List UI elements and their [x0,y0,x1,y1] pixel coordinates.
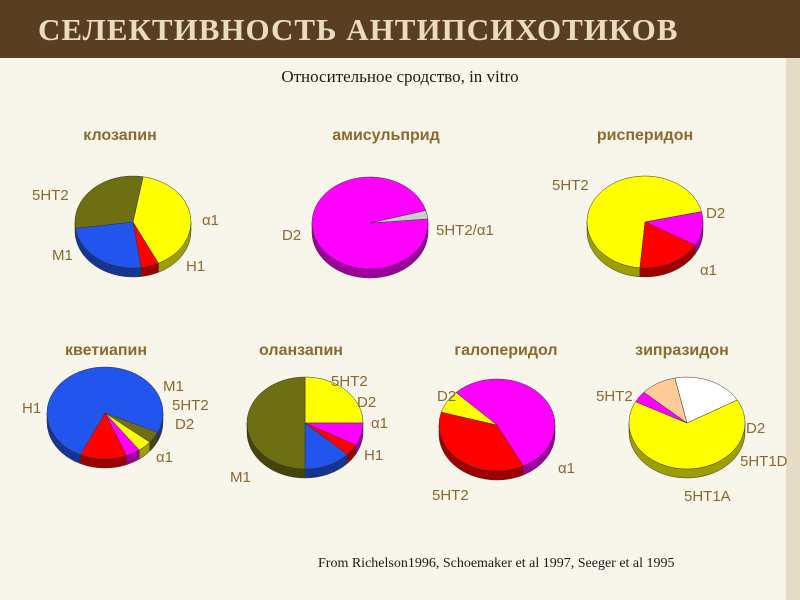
pie-title: оланзапин [259,342,343,359]
pie-chart: оланзапин 5HT2 D2 α1 H1 M1 [230,342,388,486]
pie-slice-5ht2 [440,392,498,426]
pie-chart: амисульприд D2 5HT2/α1 [282,127,494,279]
pie-label-h1: H1 [364,447,383,464]
pie-slice-5ht2 [304,376,364,424]
pie-label-5ht1a: 5HT1A [684,488,731,505]
pie-label-h1: H1 [186,258,205,275]
pie-label-5ht2: 5HT2 [552,177,589,194]
pie-label-5ht2: 5HT2 [172,397,209,414]
pie-title: клозапин [83,127,157,144]
pie-slice-d2 [455,378,556,467]
pie-label-h1: H1 [22,400,41,417]
pie-title: рисперидон [597,127,693,144]
pie-label-alpha1: α1 [558,460,575,477]
pie-label-d2: D2 [706,205,725,222]
pie-label-m1: M1 [230,469,251,486]
pie-label-5ht2: 5HT2 [432,487,469,504]
pie-slice-5ht2-alpha1 [369,210,429,224]
pie-slice-m1 [74,175,144,229]
pie-slice-5ht1a [674,376,738,424]
page-title: СЕЛЕКТИВНОСТЬ АНТИПСИХОТИКОВ [38,12,679,47]
pie-slice-alpha1 [438,411,524,472]
pie-slice-5ht2 [586,175,702,269]
title-bar: СЕЛЕКТИВНОСТЬ АНТИПСИХОТИКОВ [0,0,800,58]
pie-slice-5ht2 [628,399,746,470]
pie-slice-m1 [246,376,306,470]
pie-label-d2: D2 [746,420,765,437]
pie-chart: клозапин 5HT2 α1 H1 M1 [32,127,219,278]
pie-slice-5ht2 [132,176,192,264]
pie-label-alpha1: α1 [371,415,388,432]
pie-slice-alpha1 [80,412,127,460]
pie-label-m1: M1 [163,378,184,395]
pie-label-d2: D2 [175,416,194,433]
pie-slice-alpha1 [639,221,696,269]
pie-chart: рисперидон 5HT2 D2 α1 [552,127,725,279]
subtitle: Относительное сродство, in vitro [281,67,519,86]
pie-title: амисульприд [332,127,440,144]
pie-label-d2: D2 [357,394,376,411]
pie-label-5ht2: 5HT2 [32,187,69,204]
pie-label-5ht1d: 5HT1D [740,453,788,470]
side-strip [786,58,800,600]
pie-title: галоперидол [454,342,557,359]
pie-label-d2: D2 [282,227,301,244]
pie-chart: зипразидон 5HT2 D2 5HT1D 5HT1A [596,342,788,505]
pie-title: зипразидон [635,342,729,359]
source-citation: From Richelson1996, Schoemaker et al 199… [318,556,675,571]
pie-label-5ht2: 5HT2 [596,388,633,405]
pie-label-m1: M1 [52,247,73,264]
pie-label-5ht2: 5HT2 [331,373,368,390]
pie-label-d2: D2 [437,388,456,405]
pie-label-alpha1: α1 [202,212,219,229]
pie-label-alpha1: α1 [700,262,717,279]
pie-slice-h1 [46,366,164,455]
pie-chart: галоперидол D2 α1 5HT2 [432,342,575,504]
pie-slice-h1 [75,221,142,269]
pie-title: кветиапин [65,342,147,359]
pie-label-alpha1: α1 [156,449,173,466]
pie-label-5ht2-alpha1: 5HT2/α1 [436,222,494,239]
